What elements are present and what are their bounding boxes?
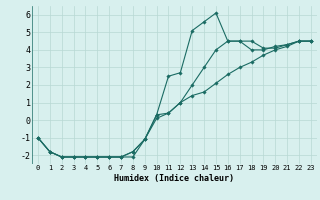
X-axis label: Humidex (Indice chaleur): Humidex (Indice chaleur) bbox=[115, 174, 234, 183]
